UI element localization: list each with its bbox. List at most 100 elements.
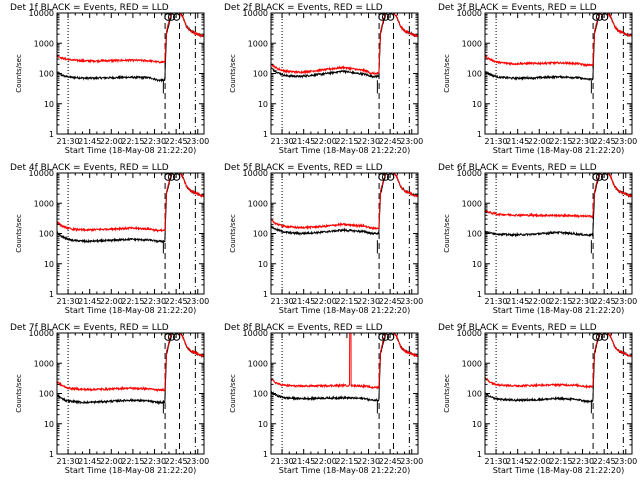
- x-tick-label: 21:30: [57, 137, 80, 146]
- x-tick-label: 23:00: [400, 297, 423, 306]
- y-tick-label: 1: [263, 130, 268, 139]
- y-tick-label: 1000: [462, 359, 482, 368]
- x-tick-label: 22:15: [335, 457, 358, 466]
- x-tick-label: 22:45: [379, 137, 402, 146]
- x-tick-label: 22:00: [100, 137, 123, 146]
- y-tick-label: 100: [253, 70, 268, 79]
- y-tick-label: 1000: [34, 39, 54, 48]
- y-axis-label: Counts/sec: [15, 374, 23, 413]
- marker-circle: [381, 333, 390, 341]
- marker-circle: [167, 173, 176, 181]
- marker-circle: [595, 173, 604, 181]
- panel-title: Det 4f BLACK = Events, RED = LLD: [10, 163, 169, 173]
- y-tick-label: 10: [258, 420, 268, 429]
- x-axis-label: Start Time (18-May-08 21:22:20): [65, 466, 196, 475]
- x-tick-label: 22:30: [357, 137, 380, 146]
- marker-circle: [378, 173, 386, 181]
- detector-panel: Det 1f BLACK = Events, RED = LLD 1 10 100 10…: [10, 3, 209, 155]
- x-tick-label: 23:00: [400, 457, 423, 466]
- marker-circle: [164, 173, 172, 181]
- y-tick-label: 10: [472, 420, 482, 429]
- y-tick-label: 1: [263, 450, 268, 459]
- y-tick-label: 1000: [462, 39, 482, 48]
- x-tick-label: 22:45: [379, 297, 402, 306]
- y-axis-label: Counts/sec: [15, 54, 23, 93]
- x-tick-label: 22:30: [571, 457, 594, 466]
- x-tick-label: 21:30: [57, 297, 80, 306]
- x-tick-label: 22:30: [571, 137, 594, 146]
- x-tick-label: 22:00: [314, 457, 337, 466]
- x-tick-label: 21:30: [271, 297, 294, 306]
- marker-circle: [381, 13, 390, 21]
- y-tick-label: 10: [472, 100, 482, 109]
- x-axis-label: Start Time (18-May-08 21:22:20): [493, 146, 624, 155]
- x-tick-label: 22:15: [335, 297, 358, 306]
- x-axis-label: Start Time (18-May-08 21:22:20): [279, 146, 410, 155]
- marker-circle: [595, 13, 604, 21]
- x-tick-label: 22:30: [143, 137, 166, 146]
- detector-panel: Det 5f BLACK = Events, RED = LLD 1 10 100 10…: [224, 163, 423, 315]
- y-tick-label: 10000: [29, 329, 54, 338]
- x-axis-label: Start Time (18-May-08 21:22:20): [65, 146, 196, 155]
- y-tick-label: 1: [263, 290, 268, 299]
- x-tick-label: 21:45: [78, 297, 101, 306]
- y-axis-label: Counts/sec: [229, 374, 237, 413]
- y-tick-label: 10: [258, 100, 268, 109]
- x-tick-label: 21:45: [292, 297, 315, 306]
- x-tick-label: 22:45: [165, 297, 188, 306]
- x-tick-label: 22:45: [165, 457, 188, 466]
- marker-circle: [164, 333, 172, 341]
- panel-title: Det 3f BLACK = Events, RED = LLD: [438, 3, 597, 13]
- x-tick-label: 22:45: [593, 457, 616, 466]
- detector-panel: Det 8f BLACK = Events, RED = LLD 1 10 100 10…: [224, 323, 423, 475]
- x-tick-label: 21:30: [271, 137, 294, 146]
- x-tick-label: 22:30: [143, 457, 166, 466]
- marker-circle: [381, 173, 390, 181]
- series-lld-line: [485, 173, 632, 219]
- x-tick-label: 22:15: [549, 297, 572, 306]
- x-tick-label: 22:00: [100, 457, 123, 466]
- x-tick-label: 22:30: [357, 297, 380, 306]
- y-axis-label: Counts/sec: [229, 54, 237, 93]
- x-tick-label: 21:30: [485, 137, 508, 146]
- x-tick-label: 23:00: [186, 297, 209, 306]
- panel-title: Det 2f BLACK = Events, RED = LLD: [224, 3, 383, 13]
- y-tick-label: 100: [467, 230, 482, 239]
- y-tick-label: 1: [49, 290, 54, 299]
- marker-circle: [378, 13, 386, 21]
- series-lld-line: [57, 173, 204, 233]
- panel-title: Det 8f BLACK = Events, RED = LLD: [224, 323, 383, 333]
- x-tick-label: 22:15: [549, 457, 572, 466]
- y-tick-label: 10000: [243, 329, 268, 338]
- x-tick-label: 23:00: [186, 457, 209, 466]
- panel-title: Det 1f BLACK = Events, RED = LLD: [10, 3, 169, 13]
- x-tick-label: 21:45: [78, 137, 101, 146]
- panel-title: Det 5f BLACK = Events, RED = LLD: [224, 163, 383, 173]
- panel-title: Det 7f BLACK = Events, RED = LLD: [10, 323, 169, 333]
- x-tick-label: 21:45: [292, 137, 315, 146]
- panel-title: Det 9f BLACK = Events, RED = LLD: [438, 323, 597, 333]
- y-tick-label: 10: [472, 260, 482, 269]
- marker-circle: [167, 333, 176, 341]
- y-tick-label: 100: [39, 390, 54, 399]
- x-tick-label: 22:15: [549, 137, 572, 146]
- y-axis-label: Counts/sec: [15, 214, 23, 253]
- y-tick-label: 10000: [457, 169, 482, 178]
- x-tick-label: 22:30: [143, 297, 166, 306]
- x-tick-label: 22:45: [165, 137, 188, 146]
- marker-circle: [592, 173, 600, 181]
- x-tick-label: 21:45: [292, 457, 315, 466]
- x-tick-label: 22:00: [314, 297, 337, 306]
- y-tick-label: 100: [39, 70, 54, 79]
- y-axis-label: Counts/sec: [443, 374, 451, 413]
- y-tick-label: 10000: [457, 329, 482, 338]
- y-tick-label: 100: [467, 390, 482, 399]
- x-tick-label: 22:00: [314, 137, 337, 146]
- x-tick-label: 21:45: [506, 137, 529, 146]
- x-tick-label: 21:45: [506, 297, 529, 306]
- y-tick-label: 1: [49, 130, 54, 139]
- x-tick-label: 22:00: [100, 297, 123, 306]
- x-tick-label: 21:30: [271, 457, 294, 466]
